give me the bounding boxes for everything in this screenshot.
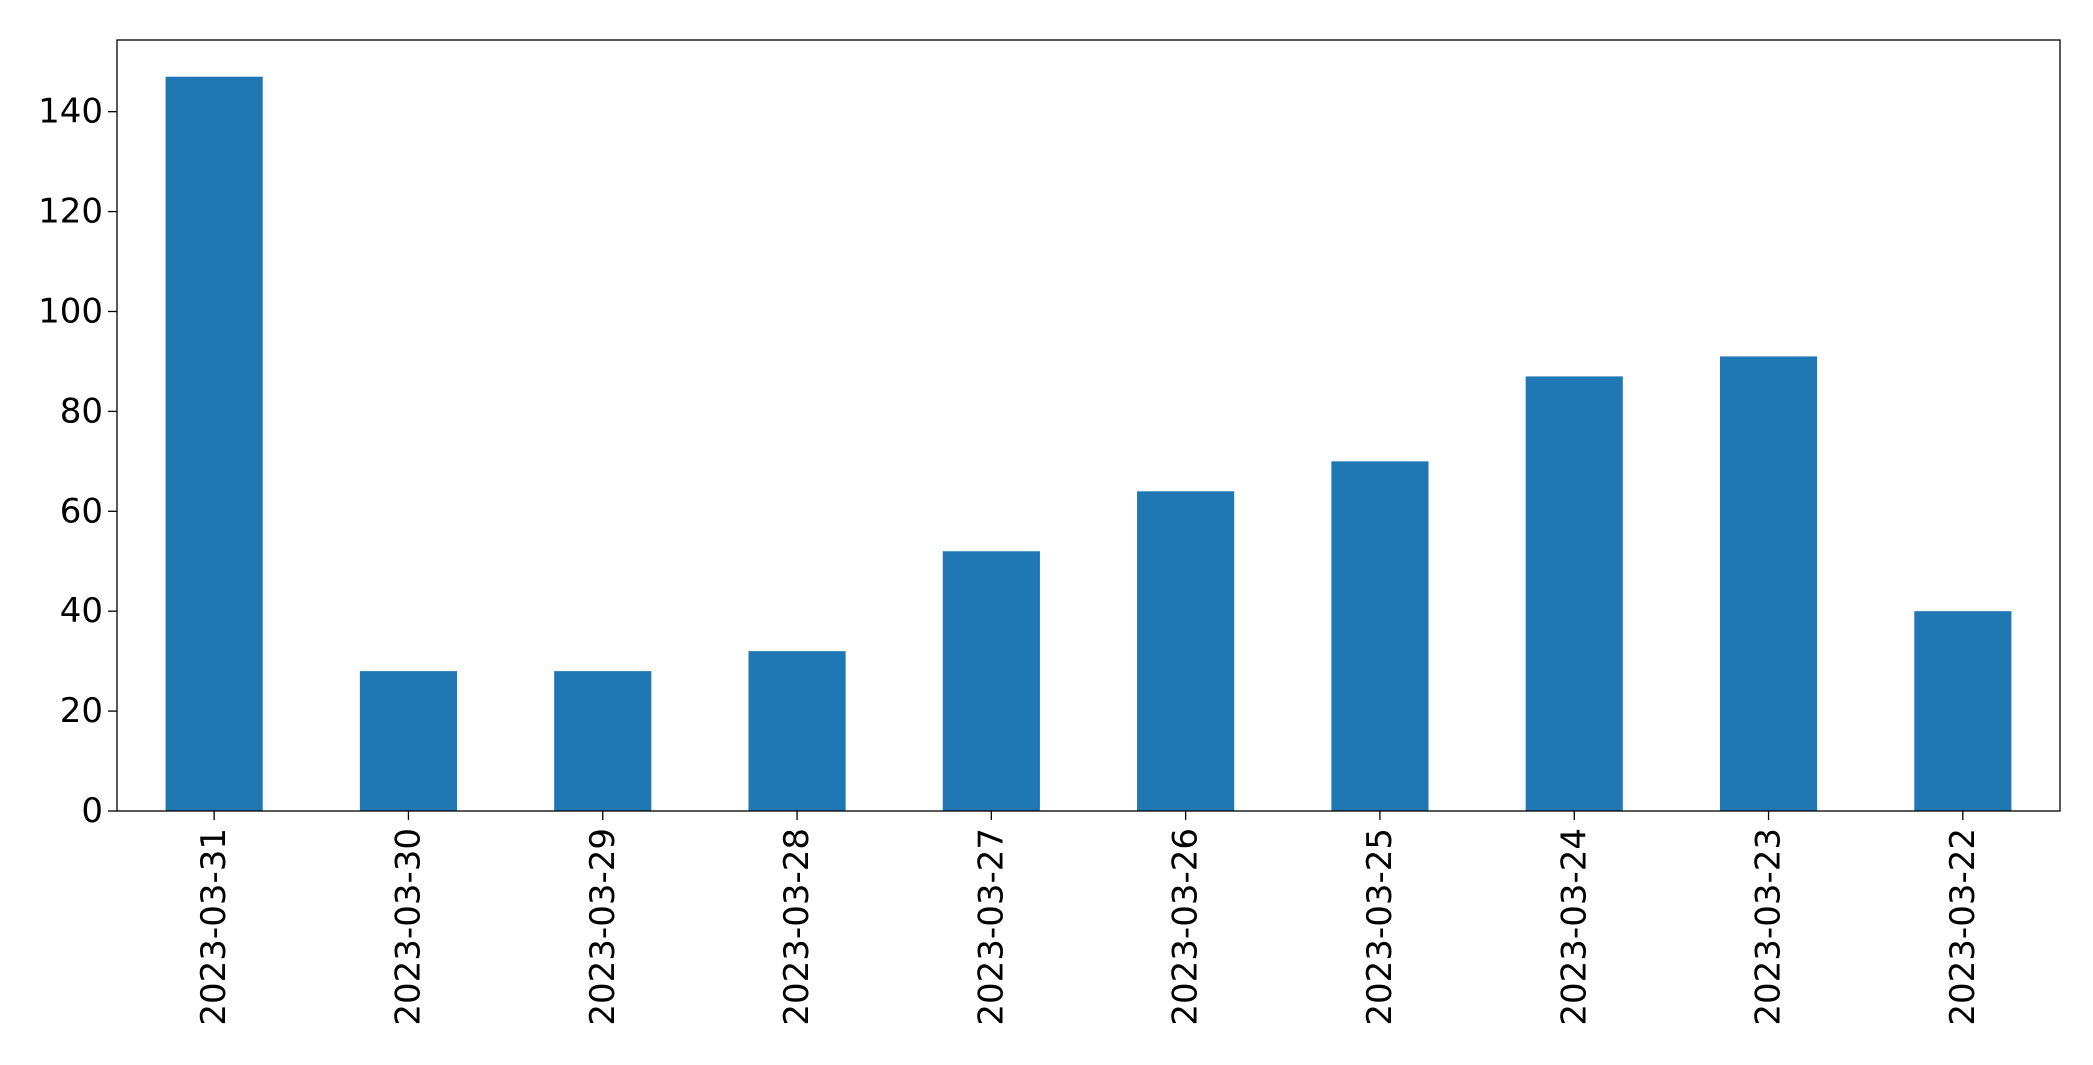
bar-2023-03-27	[942, 551, 1040, 811]
y-tick-label: 60	[60, 491, 103, 531]
y-tick-label: 0	[81, 791, 103, 831]
x-tick-label: 2023-03-28	[777, 828, 817, 1026]
y-tick-label: 40	[60, 591, 103, 631]
bar-2023-03-30	[359, 671, 458, 811]
x-tick-label: 2023-03-23	[1749, 828, 1789, 1026]
bar-2023-03-23	[1719, 356, 1818, 811]
y-tick-label: 120	[38, 192, 103, 232]
bar-2023-03-26	[1137, 491, 1235, 811]
bar-2023-03-31	[165, 76, 263, 811]
x-tick-label: 2023-03-22	[1943, 828, 1983, 1026]
bars-layer	[165, 76, 2012, 811]
x-tick-label: 2023-03-31	[194, 828, 234, 1026]
x-tick-label: 2023-03-25	[1360, 828, 1400, 1026]
plot-frame	[116, 39, 2061, 812]
bar-2023-03-28	[748, 651, 846, 811]
bar-2023-03-29	[554, 671, 652, 811]
bar-2023-03-22	[1914, 611, 2012, 811]
y-tick-label: 80	[60, 391, 103, 431]
x-tick-label: 2023-03-26	[1166, 828, 1206, 1026]
y-tick-label: 140	[38, 92, 103, 132]
y-tick-label: 20	[60, 691, 103, 731]
x-tick-label: 2023-03-29	[583, 828, 623, 1026]
bar-2023-03-24	[1525, 376, 1623, 811]
x-tick-label: 2023-03-24	[1554, 828, 1594, 1026]
x-tick-label: 2023-03-27	[971, 828, 1011, 1026]
x-tick-label: 2023-03-30	[388, 828, 428, 1026]
bar-2023-03-25	[1331, 461, 1429, 811]
y-tick-label: 100	[38, 291, 103, 331]
y-axis: 0 20 40 60 80 100 120 140	[38, 92, 117, 831]
x-axis: 2023-03-31 2023-03-30 2023-03-29 2023-03-28…	[194, 811, 1983, 1026]
